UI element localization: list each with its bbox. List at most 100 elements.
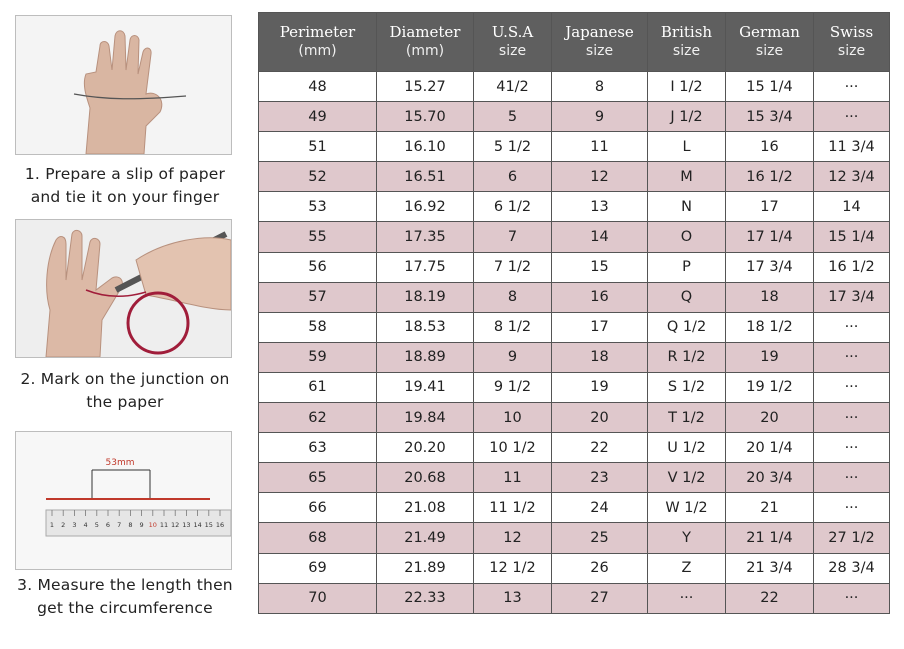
table-cell: 16 [725,131,814,163]
ruler-tick-label: 3 [72,521,76,529]
step-3-line-2: get the circumference [37,599,213,617]
table-cell: 8 [551,70,648,103]
table-cell: 17 3/4 [725,251,814,283]
table-cell: 9 [551,101,648,133]
table-cell: T 1/2 [647,402,726,434]
table-cell: ··· [813,70,890,103]
table-cell: R 1/2 [647,341,726,373]
step-2-caption: 2. Mark on the junction on the paper [10,368,240,414]
table-cell: W 1/2 [647,492,726,524]
step-2-line-2: the paper [86,393,164,411]
table-cell: 6 1/2 [473,191,552,223]
table-cell: 20 [551,402,648,434]
step-1-line-2: and tie it on your finger [30,188,220,206]
table-cell: J 1/2 [647,101,726,133]
table-cell: 6 [473,161,552,193]
step-3-line-1: 3. Measure the length then [17,576,233,594]
table-row: 63 20.20 10 1/2 22 U 1/2 20 1/4 ··· [258,432,890,464]
table-cell: 17 [725,191,814,223]
instructions-panel: 1. Prepare a slip of paper and tie it on… [0,0,250,649]
table-cell: 17 3/4 [813,281,890,313]
table-cell: 70 [258,582,377,614]
table-cell: ··· [813,341,890,373]
header-swiss: Swiss size [813,12,890,72]
table-cell: 16.92 [376,191,474,223]
ring-size-table: Perimeter (mm) Diameter (mm) U.S.A size Jap… [258,12,890,614]
table-cell: 41/2 [473,70,552,103]
table-cell: S 1/2 [647,371,726,404]
table-cell: 19 [725,341,814,373]
table-cell: 63 [258,432,377,464]
table-cell: 9 [473,341,552,373]
table-cell: 11 3/4 [813,131,890,163]
table-cell: ··· [813,311,890,343]
header-usa: U.S.A size [473,12,552,72]
table-cell: 61 [258,371,377,404]
table-cell: 17 1/4 [725,221,814,253]
ruler-tick-label: 15 [205,521,213,529]
table-cell: ··· [813,371,890,404]
table-cell: 18.19 [376,281,474,313]
table-cell: 14 [813,191,890,223]
table-cell: 13 [551,191,648,223]
table-row: 55 17.35 7 14 O 17 1/4 15 1/4 [258,221,890,253]
table-row: 66 21.08 11 1/2 24 W 1/2 21 ··· [258,492,890,524]
header-british: British size [647,12,726,72]
table-cell: 18 [551,341,648,373]
header-perimeter: Perimeter (mm) [258,12,377,72]
table-cell: 12 1/2 [473,552,552,584]
table-cell: M [647,161,726,193]
table-row: 56 17.75 7 1/2 15 P 17 3/4 16 1/2 [258,251,890,283]
table-cell: 19.41 [376,371,474,404]
table-cell: ··· [813,402,890,434]
table-cell: 15.70 [376,101,474,133]
table-cell: 21 1/4 [725,522,814,554]
table-cell: 53 [258,191,377,223]
table-cell: 24 [551,492,648,524]
table-cell: 55 [258,221,377,253]
ruler-tick-label: 10 [149,521,157,529]
table-cell: 56 [258,251,377,283]
ruler-tick-label: 13 [182,521,190,529]
table-cell: N [647,191,726,223]
table-cell: 51 [258,131,377,163]
table-row: 57 18.19 8 16 Q 18 17 3/4 [258,281,890,313]
table-row: 62 19.84 10 20 T 1/2 20 ··· [258,402,890,434]
table-cell: 12 [473,522,552,554]
table-cell: 8 1/2 [473,311,552,343]
ruler-tick-label: 4 [84,521,88,529]
table-cell: 25 [551,522,648,554]
table-cell: 52 [258,161,377,193]
table-cell: 12 [551,161,648,193]
table-row: 58 18.53 8 1/2 17 Q 1/2 18 1/2 ··· [258,311,890,343]
ruler-tick-label: 8 [128,521,132,529]
table-cell: ··· [813,462,890,494]
ruler-tick-label: 6 [106,521,110,529]
table-cell: 27 1/2 [813,522,890,554]
table-cell: Z [647,552,726,584]
table-cell: 12 3/4 [813,161,890,193]
table-cell: 57 [258,281,377,313]
table-cell: 21.08 [376,492,474,524]
table-cell: 22 [725,582,814,614]
table-cell: 18.53 [376,311,474,343]
table-cell: 19 [551,371,648,404]
hand-string-photo [15,15,232,155]
table-cell: 58 [258,311,377,343]
header-diameter: Diameter (mm) [376,12,474,72]
hand-pen-photo [15,219,232,358]
table-cell: U 1/2 [647,432,726,464]
table-cell: 19.84 [376,402,474,434]
table-cell: 10 [473,402,552,434]
step-2-line-1: 2. Mark on the junction on [20,370,230,388]
table-cell: 16.51 [376,161,474,193]
table-cell: 20 1/4 [725,432,814,464]
header-german: German size [725,12,814,72]
table-cell: 69 [258,552,377,584]
table-cell: 59 [258,341,377,373]
table-cell: 11 [551,131,648,163]
ruler-tick-label: 12 [171,521,179,529]
table-cell: 15.27 [376,70,474,103]
table-row: 59 18.89 9 18 R 1/2 19 ··· [258,341,890,373]
table-cell: 16.10 [376,131,474,163]
